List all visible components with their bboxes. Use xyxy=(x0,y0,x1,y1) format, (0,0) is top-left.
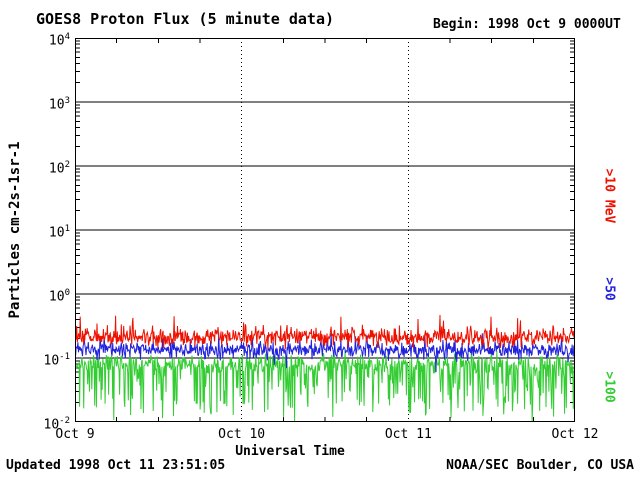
credit-label: NOAA/SEC Boulder, CO USA xyxy=(446,458,634,473)
y-tick-label: 102 xyxy=(48,160,70,177)
series-line xyxy=(75,314,575,350)
x-tick-label: Oct 9 xyxy=(55,427,95,442)
y-tick-label: 10-1 xyxy=(43,352,71,369)
y-tick-label: 101 xyxy=(48,224,70,241)
plot-area xyxy=(75,38,575,422)
y-axis-title: Particles cm-2s-1sr-1 xyxy=(7,141,23,319)
plot-border xyxy=(75,38,575,422)
chart-title: GOES8 Proton Flux (5 minute data) xyxy=(36,10,335,28)
begin-time-label: Begin: 1998 Oct 9 0000UT xyxy=(433,17,621,32)
y-tick-label: 10-2 xyxy=(43,416,71,433)
x-tick-label: Oct 12 xyxy=(551,427,599,442)
x-axis-title: Universal Time xyxy=(235,444,345,459)
x-tick-label: Oct 10 xyxy=(218,427,266,442)
series-line xyxy=(75,350,575,422)
updated-timestamp: Updated 1998 Oct 11 23:51:05 xyxy=(6,458,226,473)
series-label: >100 xyxy=(601,371,617,403)
plot-canvas xyxy=(75,38,575,422)
series-label: >50 xyxy=(601,277,617,301)
series-label: >10 MeV xyxy=(601,168,617,224)
y-tick-label: 104 xyxy=(48,32,70,49)
y-tick-label: 103 xyxy=(48,96,70,113)
x-tick-label: Oct 11 xyxy=(384,427,432,442)
y-tick-label: 100 xyxy=(48,288,70,305)
